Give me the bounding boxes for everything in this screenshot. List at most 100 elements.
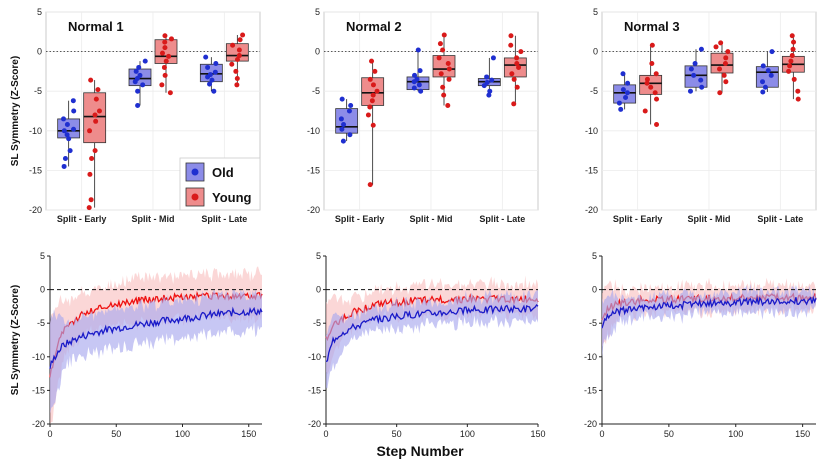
- category-label: Split - Early: [335, 214, 385, 224]
- y-axis-label-bottom: SL Symmetry (Z-Score): [10, 285, 21, 395]
- data-point: [688, 66, 694, 72]
- y-tick-label: -20: [307, 205, 320, 215]
- x-tick-label: 100: [175, 429, 190, 439]
- data-point: [64, 132, 70, 138]
- panel-title: Normal 3: [624, 19, 680, 34]
- data-point: [516, 64, 522, 70]
- data-point: [88, 77, 94, 83]
- data-point: [508, 33, 514, 39]
- data-point: [67, 148, 73, 154]
- data-point: [481, 83, 487, 89]
- data-point: [348, 102, 354, 108]
- y-tick-label: -15: [307, 165, 320, 175]
- y-tick-label: 0: [37, 47, 42, 57]
- y-tick-label: -10: [32, 352, 45, 362]
- data-point: [369, 58, 375, 64]
- y-tick-label: -20: [585, 205, 598, 215]
- data-point: [789, 53, 795, 59]
- data-point: [411, 85, 417, 91]
- box-panel-2: 5 0 -5 -10 -15 -20 Split - Early Split - Mid Spl…: [307, 7, 539, 224]
- box-panel-3: 5 0 -5 -10 -15 -20 Split - Early Split - Mid Spl…: [585, 7, 817, 224]
- data-point: [723, 79, 729, 85]
- data-point: [89, 156, 95, 162]
- data-point: [233, 68, 239, 74]
- data-point: [652, 90, 658, 96]
- data-point: [64, 121, 70, 127]
- old-box: [128, 58, 152, 108]
- x-tick-label: 50: [664, 429, 674, 439]
- x-tick-label: 0: [599, 429, 604, 439]
- data-point: [367, 104, 373, 110]
- data-point: [698, 46, 704, 52]
- y-tick-label: -15: [308, 385, 321, 395]
- y-tick-label: -15: [29, 165, 42, 175]
- data-point: [140, 82, 146, 88]
- category-label: Split - Late: [757, 214, 803, 224]
- old-mean-line: [325, 304, 539, 363]
- young-box: [639, 42, 663, 127]
- trace-panel-3: 50-5-10-15-200 50 100 150: [584, 251, 817, 439]
- data-point: [61, 163, 67, 169]
- data-point: [88, 197, 94, 203]
- data-point: [166, 53, 172, 59]
- category-label: Split - Late: [201, 214, 247, 224]
- data-point: [96, 108, 102, 114]
- legend: Old Young: [179, 157, 261, 211]
- data-point: [95, 87, 101, 93]
- data-point: [514, 84, 520, 90]
- data-point: [203, 54, 209, 60]
- old-mean-line: [49, 306, 263, 369]
- y-tick-label: 0: [592, 285, 597, 295]
- data-point: [236, 47, 242, 53]
- panel-title: Normal 1: [68, 19, 124, 34]
- data-point: [769, 49, 775, 55]
- y-tick-label: 0: [593, 47, 598, 57]
- panel-title: Normal 2: [346, 19, 402, 34]
- category-label: Split - Early: [57, 214, 107, 224]
- data-point: [648, 84, 654, 90]
- old-mean-line: [601, 295, 817, 329]
- data-point: [644, 80, 650, 86]
- y-tick-label: -20: [32, 419, 45, 429]
- data-point: [66, 136, 72, 142]
- box-iqr: [503, 57, 527, 78]
- data-point: [446, 76, 452, 82]
- data-point: [411, 79, 417, 85]
- box-iqr: [684, 65, 708, 88]
- data-point: [765, 68, 771, 74]
- y-tick-label: -10: [307, 126, 320, 136]
- data-point: [417, 68, 423, 74]
- data-point: [365, 112, 371, 118]
- box-panel-1: 5 0 -5 -10 -15 -20 Split - Early Split - Mid Spl…: [29, 7, 261, 224]
- data-point: [135, 102, 141, 108]
- data-point: [418, 88, 424, 94]
- box-iqr: [710, 52, 734, 74]
- y-tick-label: -10: [585, 126, 598, 136]
- category-label: Split - Mid: [410, 214, 453, 224]
- data-point: [370, 92, 376, 98]
- x-tick-label: 150: [241, 429, 256, 439]
- x-tick-label: 150: [795, 429, 810, 439]
- data-point: [370, 82, 376, 88]
- y-tick-label: -20: [308, 419, 321, 429]
- data-point: [437, 41, 443, 47]
- data-point: [768, 72, 774, 78]
- data-point: [795, 88, 801, 94]
- y-tick-label: 5: [37, 7, 42, 17]
- legend-marker: [191, 193, 199, 201]
- data-point: [374, 88, 380, 94]
- data-point: [240, 32, 246, 38]
- data-point: [135, 88, 141, 94]
- box-iqr: [335, 108, 359, 134]
- data-point: [142, 58, 148, 64]
- old-box: [199, 54, 223, 94]
- data-point: [230, 42, 236, 48]
- data-point: [93, 118, 99, 124]
- data-point: [623, 95, 629, 101]
- data-point: [341, 121, 347, 127]
- data-point: [490, 55, 496, 61]
- data-point: [162, 72, 168, 78]
- data-point: [620, 71, 626, 77]
- old-sd-band: [50, 288, 262, 414]
